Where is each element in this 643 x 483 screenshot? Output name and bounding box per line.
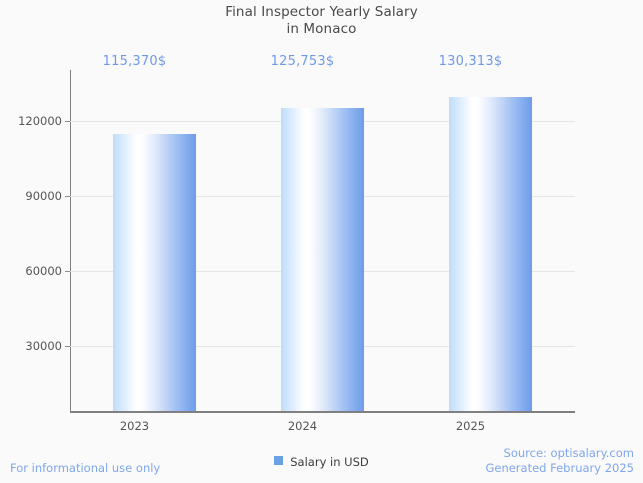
- footer-generated-date: Generated February 2025: [485, 461, 634, 475]
- x-axis-spine: [70, 411, 575, 413]
- bar-2025[interactable]: [449, 97, 532, 411]
- chart-legend: Salary in USD: [0, 454, 643, 469]
- x-tick-label-2023: 2023: [119, 419, 150, 433]
- y-tick-label: 30000: [25, 339, 62, 353]
- x-tick-label-2024: 2024: [287, 419, 318, 433]
- y-tick-label: 60000: [25, 264, 62, 278]
- y-tick-mark-120000: [65, 121, 70, 122]
- footer-source: Source: optisalary.com: [503, 446, 634, 460]
- footer-disclaimer: For informational use only: [10, 461, 161, 475]
- value-label-2023: 115,370$: [102, 54, 167, 69]
- y-tick-mark-60000: [65, 271, 70, 272]
- plot-area: [65, 70, 575, 411]
- x-tick-label-2025: 2025: [455, 419, 486, 433]
- y-tick-label: 120000: [18, 114, 62, 128]
- legend-item-label: Salary in USD: [290, 454, 369, 469]
- legend-item-salary-in-usd[interactable]: Salary in USD: [274, 454, 369, 469]
- y-tick-label: 90000: [25, 189, 62, 203]
- value-label-2025: 130,313$: [438, 54, 503, 69]
- legend-swatch-icon: [274, 456, 284, 465]
- bar-2024[interactable]: [281, 108, 364, 411]
- chart-title-line-1: Final Inspector Yearly Salary: [225, 4, 418, 20]
- y-tick-mark-30000: [65, 346, 70, 347]
- footer-source-block: Source: optisalary.com Generated Februar…: [485, 446, 634, 476]
- bar-2023[interactable]: [113, 134, 196, 411]
- chart-title-line-2: in Monaco: [286, 21, 357, 37]
- y-axis-spine: [70, 70, 71, 412]
- chart-title: Final Inspector Yearly Salary in Monaco: [0, 4, 643, 38]
- y-tick-mark-90000: [65, 196, 70, 197]
- value-label-2024: 125,753$: [270, 54, 335, 69]
